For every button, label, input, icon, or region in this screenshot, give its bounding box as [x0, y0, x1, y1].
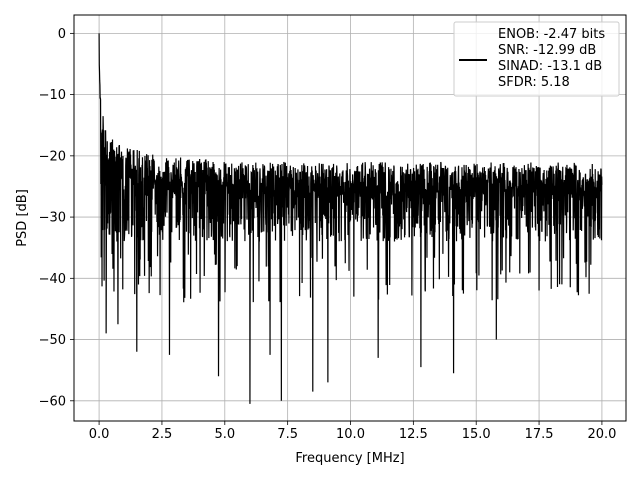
y-tick-label: −20 — [39, 149, 66, 164]
y-tick-label: −60 — [39, 394, 66, 409]
y-tick-label: 0 — [58, 27, 66, 42]
legend-text-sinad: SINAD: -13.1 dB — [498, 59, 602, 74]
legend-text-sfdr: SFDR: 5.18 — [498, 75, 570, 90]
x-tick-label: 0.0 — [89, 427, 110, 442]
x-tick-label: 5.0 — [214, 427, 235, 442]
y-axis-label: PSD [dB] — [15, 189, 30, 247]
y-tick-label: −30 — [39, 211, 66, 226]
psd-line — [98, 33, 603, 404]
y-tick-label: −50 — [39, 333, 66, 348]
x-tick-label: 15.0 — [462, 427, 491, 442]
legend-box — [453, 21, 620, 97]
legend: ENOB: -2.47 bits SNR: -12.99 dB SINAD: -… — [453, 21, 620, 97]
y-tick-label: −40 — [39, 272, 66, 287]
x-tick-label: 17.5 — [525, 427, 554, 442]
x-tick-label: 12.5 — [399, 427, 428, 442]
legend-text-snr: SNR: -12.99 dB — [498, 43, 596, 58]
x-axis-label: Frequency [MHz] — [295, 451, 404, 466]
x-axis-ticks: 0.0 2.5 5.0 7.5 10.0 12.5 15.0 17.5 20.0 — [89, 421, 616, 442]
legend-text-enob: ENOB: -2.47 bits — [498, 27, 605, 42]
x-tick-label: 20.0 — [587, 427, 616, 442]
x-tick-label: 7.5 — [277, 427, 298, 442]
x-tick-label: 10.0 — [336, 427, 365, 442]
y-axis-ticks: 0 −10 −20 −30 −40 −50 −60 — [39, 27, 74, 409]
plot-frame — [73, 14, 627, 422]
x-tick-label: 2.5 — [152, 427, 173, 442]
y-tick-label: −10 — [39, 88, 66, 103]
psd-trace — [98, 33, 603, 404]
